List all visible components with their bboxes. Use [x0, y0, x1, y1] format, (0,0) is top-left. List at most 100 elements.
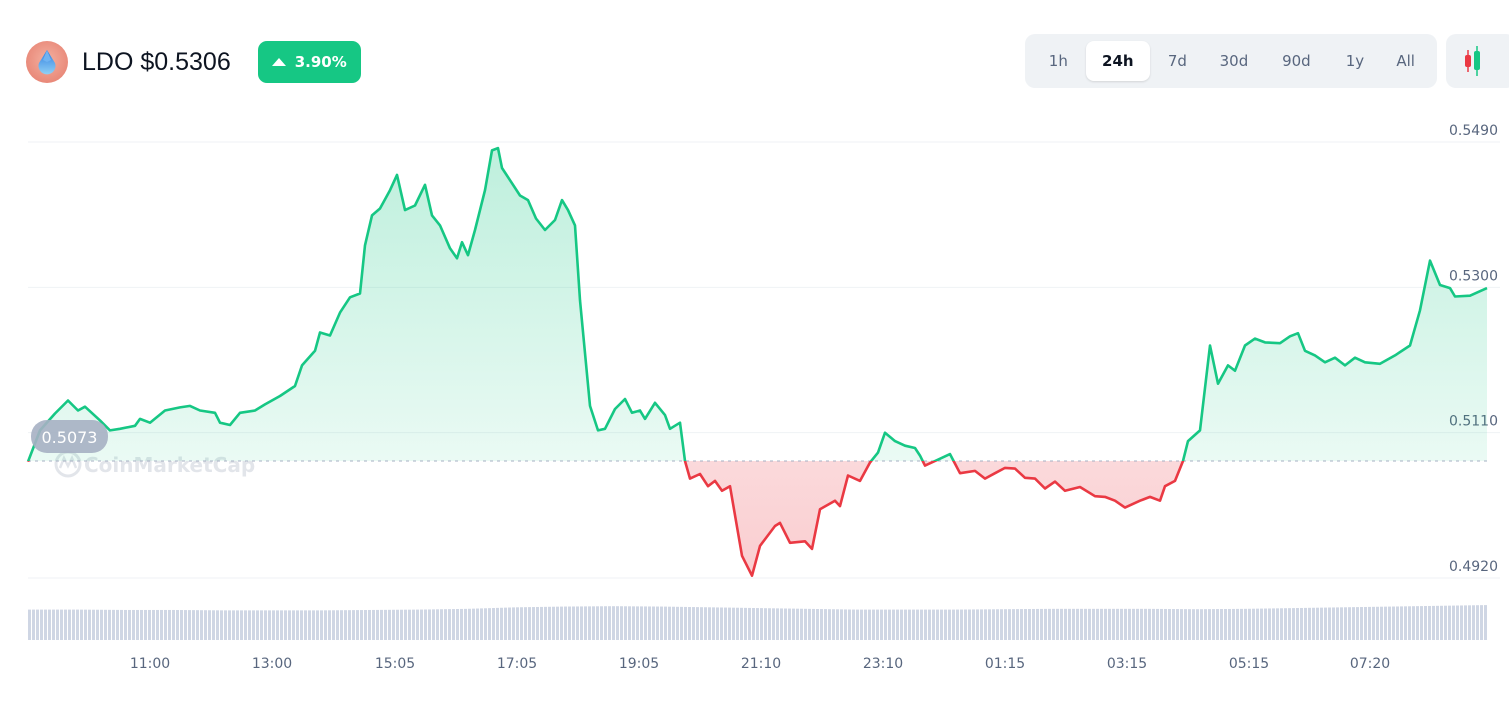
volume-bar — [648, 606, 651, 640]
volume-bar — [720, 607, 723, 640]
volume-bar — [268, 610, 271, 640]
volume-bar — [652, 606, 655, 640]
volume-bar — [412, 609, 415, 640]
volume-bar — [768, 608, 771, 640]
volume-bar — [864, 609, 867, 640]
volume-bar — [1244, 608, 1247, 640]
volume-bar — [40, 609, 43, 640]
volume-bar — [252, 610, 255, 640]
volume-bar — [1416, 606, 1419, 640]
volume-bar — [368, 609, 371, 640]
volume-bar — [912, 609, 915, 640]
volume-bar — [1388, 606, 1391, 640]
volume-bar — [208, 610, 211, 640]
volume-bar — [1464, 605, 1467, 640]
volume-bar — [804, 608, 807, 640]
volume-bar — [1400, 606, 1403, 640]
volume-bar — [640, 606, 643, 640]
volume-bar — [168, 609, 171, 640]
volume-bar — [820, 609, 823, 640]
volume-bar — [500, 607, 503, 640]
volume-bar — [1004, 609, 1007, 640]
range-90d[interactable]: 90d — [1282, 52, 1311, 70]
volume-bar — [1456, 605, 1459, 640]
volume-bar — [60, 609, 63, 640]
volume-bar — [1220, 609, 1223, 640]
volume-bar — [732, 607, 735, 640]
volume-bar — [788, 608, 791, 640]
volume-bar — [192, 610, 195, 640]
volume-bar — [592, 606, 595, 640]
volume-bar — [1396, 606, 1399, 640]
range-all[interactable]: All — [1396, 52, 1415, 70]
volume-bar — [1432, 605, 1435, 640]
volume-bar — [528, 607, 531, 640]
chart-type-button[interactable] — [1446, 34, 1509, 88]
lido-droplet-icon — [26, 41, 68, 83]
volume-bar — [1120, 608, 1123, 640]
volume-bar — [1036, 608, 1039, 640]
volume-bar — [348, 610, 351, 640]
volume-bar — [972, 609, 975, 640]
volume-bar — [416, 609, 419, 640]
volume-bar — [672, 606, 675, 640]
volume-bar — [520, 607, 523, 640]
volume-bar — [112, 609, 115, 640]
volume-bar — [1048, 608, 1051, 640]
volume-bar — [780, 608, 783, 640]
price-line-up — [26, 146, 1488, 461]
volume-bar — [776, 608, 779, 640]
volume-bar — [460, 608, 463, 640]
volume-bar — [1156, 608, 1159, 640]
volume-bar — [1124, 608, 1127, 640]
volume-bar — [284, 610, 287, 640]
range-30d[interactable]: 30d — [1219, 52, 1249, 70]
volume-bar — [740, 607, 743, 640]
volume-bar — [984, 609, 987, 640]
volume-bar — [232, 610, 235, 640]
range-24h[interactable]: 24h — [1085, 41, 1151, 81]
volume-bar — [1184, 609, 1187, 640]
volume-bar — [1024, 609, 1027, 640]
volume-bar — [324, 610, 327, 640]
volume-bar — [352, 610, 355, 640]
volume-bar — [392, 609, 395, 640]
y-tick-label: 0.4920 — [1449, 559, 1498, 575]
volume-bar — [200, 610, 203, 640]
volume-bar — [1340, 607, 1343, 640]
volume-bar — [80, 609, 83, 640]
volume-bar — [904, 609, 907, 640]
volume-bar — [360, 610, 363, 640]
volume-bar — [800, 608, 803, 640]
volume-bar — [160, 609, 163, 640]
volume-bar — [68, 609, 71, 640]
volume-bar — [1068, 608, 1071, 640]
volume-bar — [1096, 608, 1099, 640]
volume-bar — [308, 610, 311, 640]
volume-bar — [1384, 606, 1387, 640]
volume-bar — [1144, 608, 1147, 640]
volume-bar — [196, 610, 199, 640]
volume-bar — [620, 606, 623, 640]
volume-bar — [568, 606, 571, 640]
volume-bar — [432, 609, 435, 640]
volume-bar — [1204, 609, 1207, 640]
x-tick-label: 17:05 — [497, 656, 537, 672]
volume-bar — [1260, 608, 1263, 640]
volume-bar — [928, 609, 931, 640]
price-change-value: 3.90% — [294, 53, 347, 71]
range-1y[interactable]: 1y — [1345, 52, 1365, 70]
volume-bar — [1360, 607, 1363, 640]
range-1h[interactable]: 1h — [1048, 52, 1068, 70]
volume-bar — [256, 610, 259, 640]
volume-bar — [364, 610, 367, 640]
range-7d[interactable]: 7d — [1167, 52, 1187, 70]
volume-bar — [1288, 608, 1291, 640]
volume-bar — [1200, 609, 1203, 640]
volume-bar — [1324, 607, 1327, 640]
volume-bar — [692, 607, 695, 640]
volume-bar — [172, 609, 175, 640]
volume-bar — [752, 607, 755, 640]
volume-bar — [140, 609, 143, 640]
